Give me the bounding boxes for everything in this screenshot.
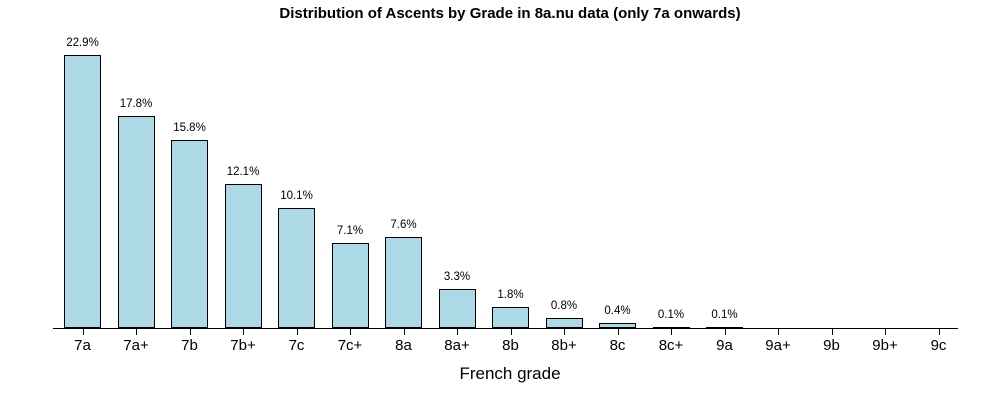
bar-8c+ xyxy=(652,326,690,328)
axis-tick-9c xyxy=(938,329,940,335)
value-label-8a: 7.6% xyxy=(390,219,417,232)
tick-label-8b: 8b xyxy=(502,337,519,354)
value-label-9a: 0.1% xyxy=(711,308,738,321)
value-label-8b+: 0.8% xyxy=(550,300,578,313)
tick-label-9b+: 9b+ xyxy=(872,337,898,354)
bar-8b xyxy=(492,306,529,328)
value-label-8b: 1.8% xyxy=(497,288,524,301)
tick-label-9b: 9b xyxy=(823,337,840,354)
axis-tick-8a xyxy=(403,329,405,335)
axis-tick-8a+ xyxy=(457,329,458,335)
tick-label-7a+: 7a+ xyxy=(123,337,149,354)
x-axis-line xyxy=(53,328,958,329)
bar-7b+ xyxy=(224,183,262,328)
axis-tick-7a+ xyxy=(136,329,137,335)
tick-label-8c: 8c xyxy=(609,337,626,354)
axis-tick-8c+ xyxy=(671,329,672,335)
tick-label-8a: 8a xyxy=(395,337,412,354)
axis-tick-7b+ xyxy=(243,329,244,335)
bar-8a+ xyxy=(438,288,476,328)
axis-tick-8c xyxy=(617,329,619,335)
axis-tick-7c+ xyxy=(350,329,351,335)
tick-label-9a+: 9a+ xyxy=(765,337,791,354)
axis-tick-9a+ xyxy=(778,329,779,335)
value-label-7c: 10.1% xyxy=(280,189,313,202)
bar-8b+ xyxy=(545,318,583,328)
value-label-7a: 22.9% xyxy=(66,36,99,49)
axis-tick-7c xyxy=(296,329,298,335)
value-label-8a+: 3.3% xyxy=(443,270,471,283)
axis-tick-7a xyxy=(82,329,84,335)
chart-title: Distribution of Ascents by Grade in 8a.n… xyxy=(279,5,741,22)
bar-8a xyxy=(385,237,422,328)
x-axis-label: French grade xyxy=(459,364,561,383)
value-label-7a+: 17.8% xyxy=(119,97,153,110)
bar-7a xyxy=(64,54,101,328)
bar-7c+ xyxy=(331,243,369,328)
tick-label-7a: 7a xyxy=(74,337,91,354)
tick-label-7b+: 7b+ xyxy=(230,337,256,354)
tick-label-8a+: 8a+ xyxy=(444,337,470,354)
tick-label-8b+: 8b+ xyxy=(551,337,577,354)
value-label-8c: 0.4% xyxy=(604,305,631,318)
tick-label-8c+: 8c+ xyxy=(658,337,684,354)
tick-label-9a: 9a xyxy=(716,337,733,354)
tick-label-7c+: 7c+ xyxy=(337,337,363,354)
axis-tick-8b xyxy=(510,329,512,335)
bar-9a xyxy=(706,326,743,328)
axis-tick-7b xyxy=(189,329,191,335)
bar-7b xyxy=(171,139,208,328)
axis-tick-9b+ xyxy=(885,329,886,335)
bar-8c xyxy=(599,323,636,328)
tick-label-7b: 7b xyxy=(181,337,198,354)
value-label-7b+: 12.1% xyxy=(226,165,260,178)
tick-label-7c: 7c xyxy=(288,337,305,354)
axis-tick-9a xyxy=(724,329,726,335)
bar-7a+ xyxy=(117,115,155,328)
axis-tick-9b xyxy=(831,329,833,335)
bar-7c xyxy=(278,207,315,328)
tick-label-9c: 9c xyxy=(930,337,947,354)
value-label-7c+: 7.1% xyxy=(336,225,364,238)
axis-tick-8b+ xyxy=(564,329,565,335)
value-label-8c+: 0.1% xyxy=(657,308,685,321)
value-label-7b: 15.8% xyxy=(173,121,206,134)
